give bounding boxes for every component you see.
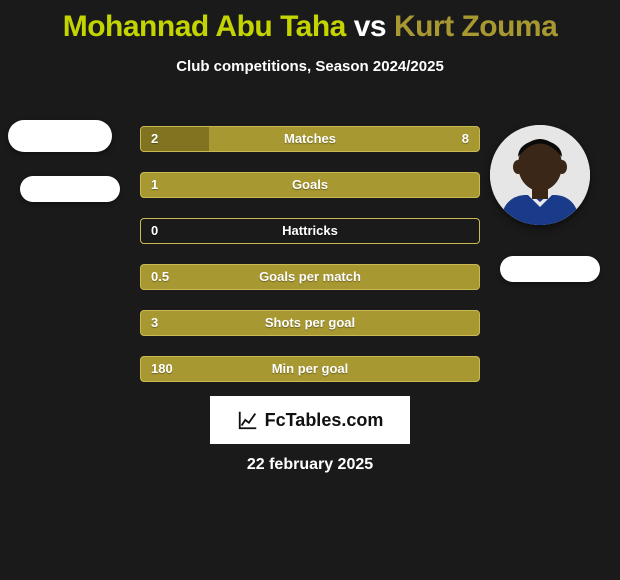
player1-pill-bottom xyxy=(20,176,120,202)
stat-row: 0Hattricks xyxy=(140,218,480,244)
player1-name: Mohannad Abu Taha xyxy=(63,10,346,43)
stat-label: Goals per match xyxy=(141,265,479,289)
stat-value-right: 8 xyxy=(462,127,469,151)
page-title: Mohannad Abu Taha vs Kurt Zouma xyxy=(0,0,620,44)
stats-container: 2Matches8 1Goals 0Hattricks 0.5Goals per ma… xyxy=(140,126,480,402)
branding-text: FcTables.com xyxy=(265,410,384,431)
date-text: 22 february 2025 xyxy=(0,456,620,474)
player2-avatar-svg xyxy=(490,125,590,225)
vs-text: vs xyxy=(354,10,386,43)
stat-label: Matches xyxy=(141,127,479,151)
player2-pill xyxy=(500,256,600,282)
stat-row: 1Goals xyxy=(140,172,480,198)
subtitle: Club competitions, Season 2024/2025 xyxy=(0,58,620,75)
stat-label: Shots per goal xyxy=(141,311,479,335)
stat-row: 0.5Goals per match xyxy=(140,264,480,290)
stat-label: Goals xyxy=(141,173,479,197)
player1-pill-top xyxy=(8,120,112,152)
chart-icon xyxy=(237,409,259,431)
stat-label: Min per goal xyxy=(141,357,479,381)
branding-badge: FcTables.com xyxy=(210,396,410,444)
player2-avatar xyxy=(490,125,590,225)
stat-row: 180Min per goal xyxy=(140,356,480,382)
stat-row: 3Shots per goal xyxy=(140,310,480,336)
stat-row: 2Matches8 xyxy=(140,126,480,152)
stat-label: Hattricks xyxy=(141,219,479,243)
player2-name: Kurt Zouma xyxy=(394,10,557,43)
